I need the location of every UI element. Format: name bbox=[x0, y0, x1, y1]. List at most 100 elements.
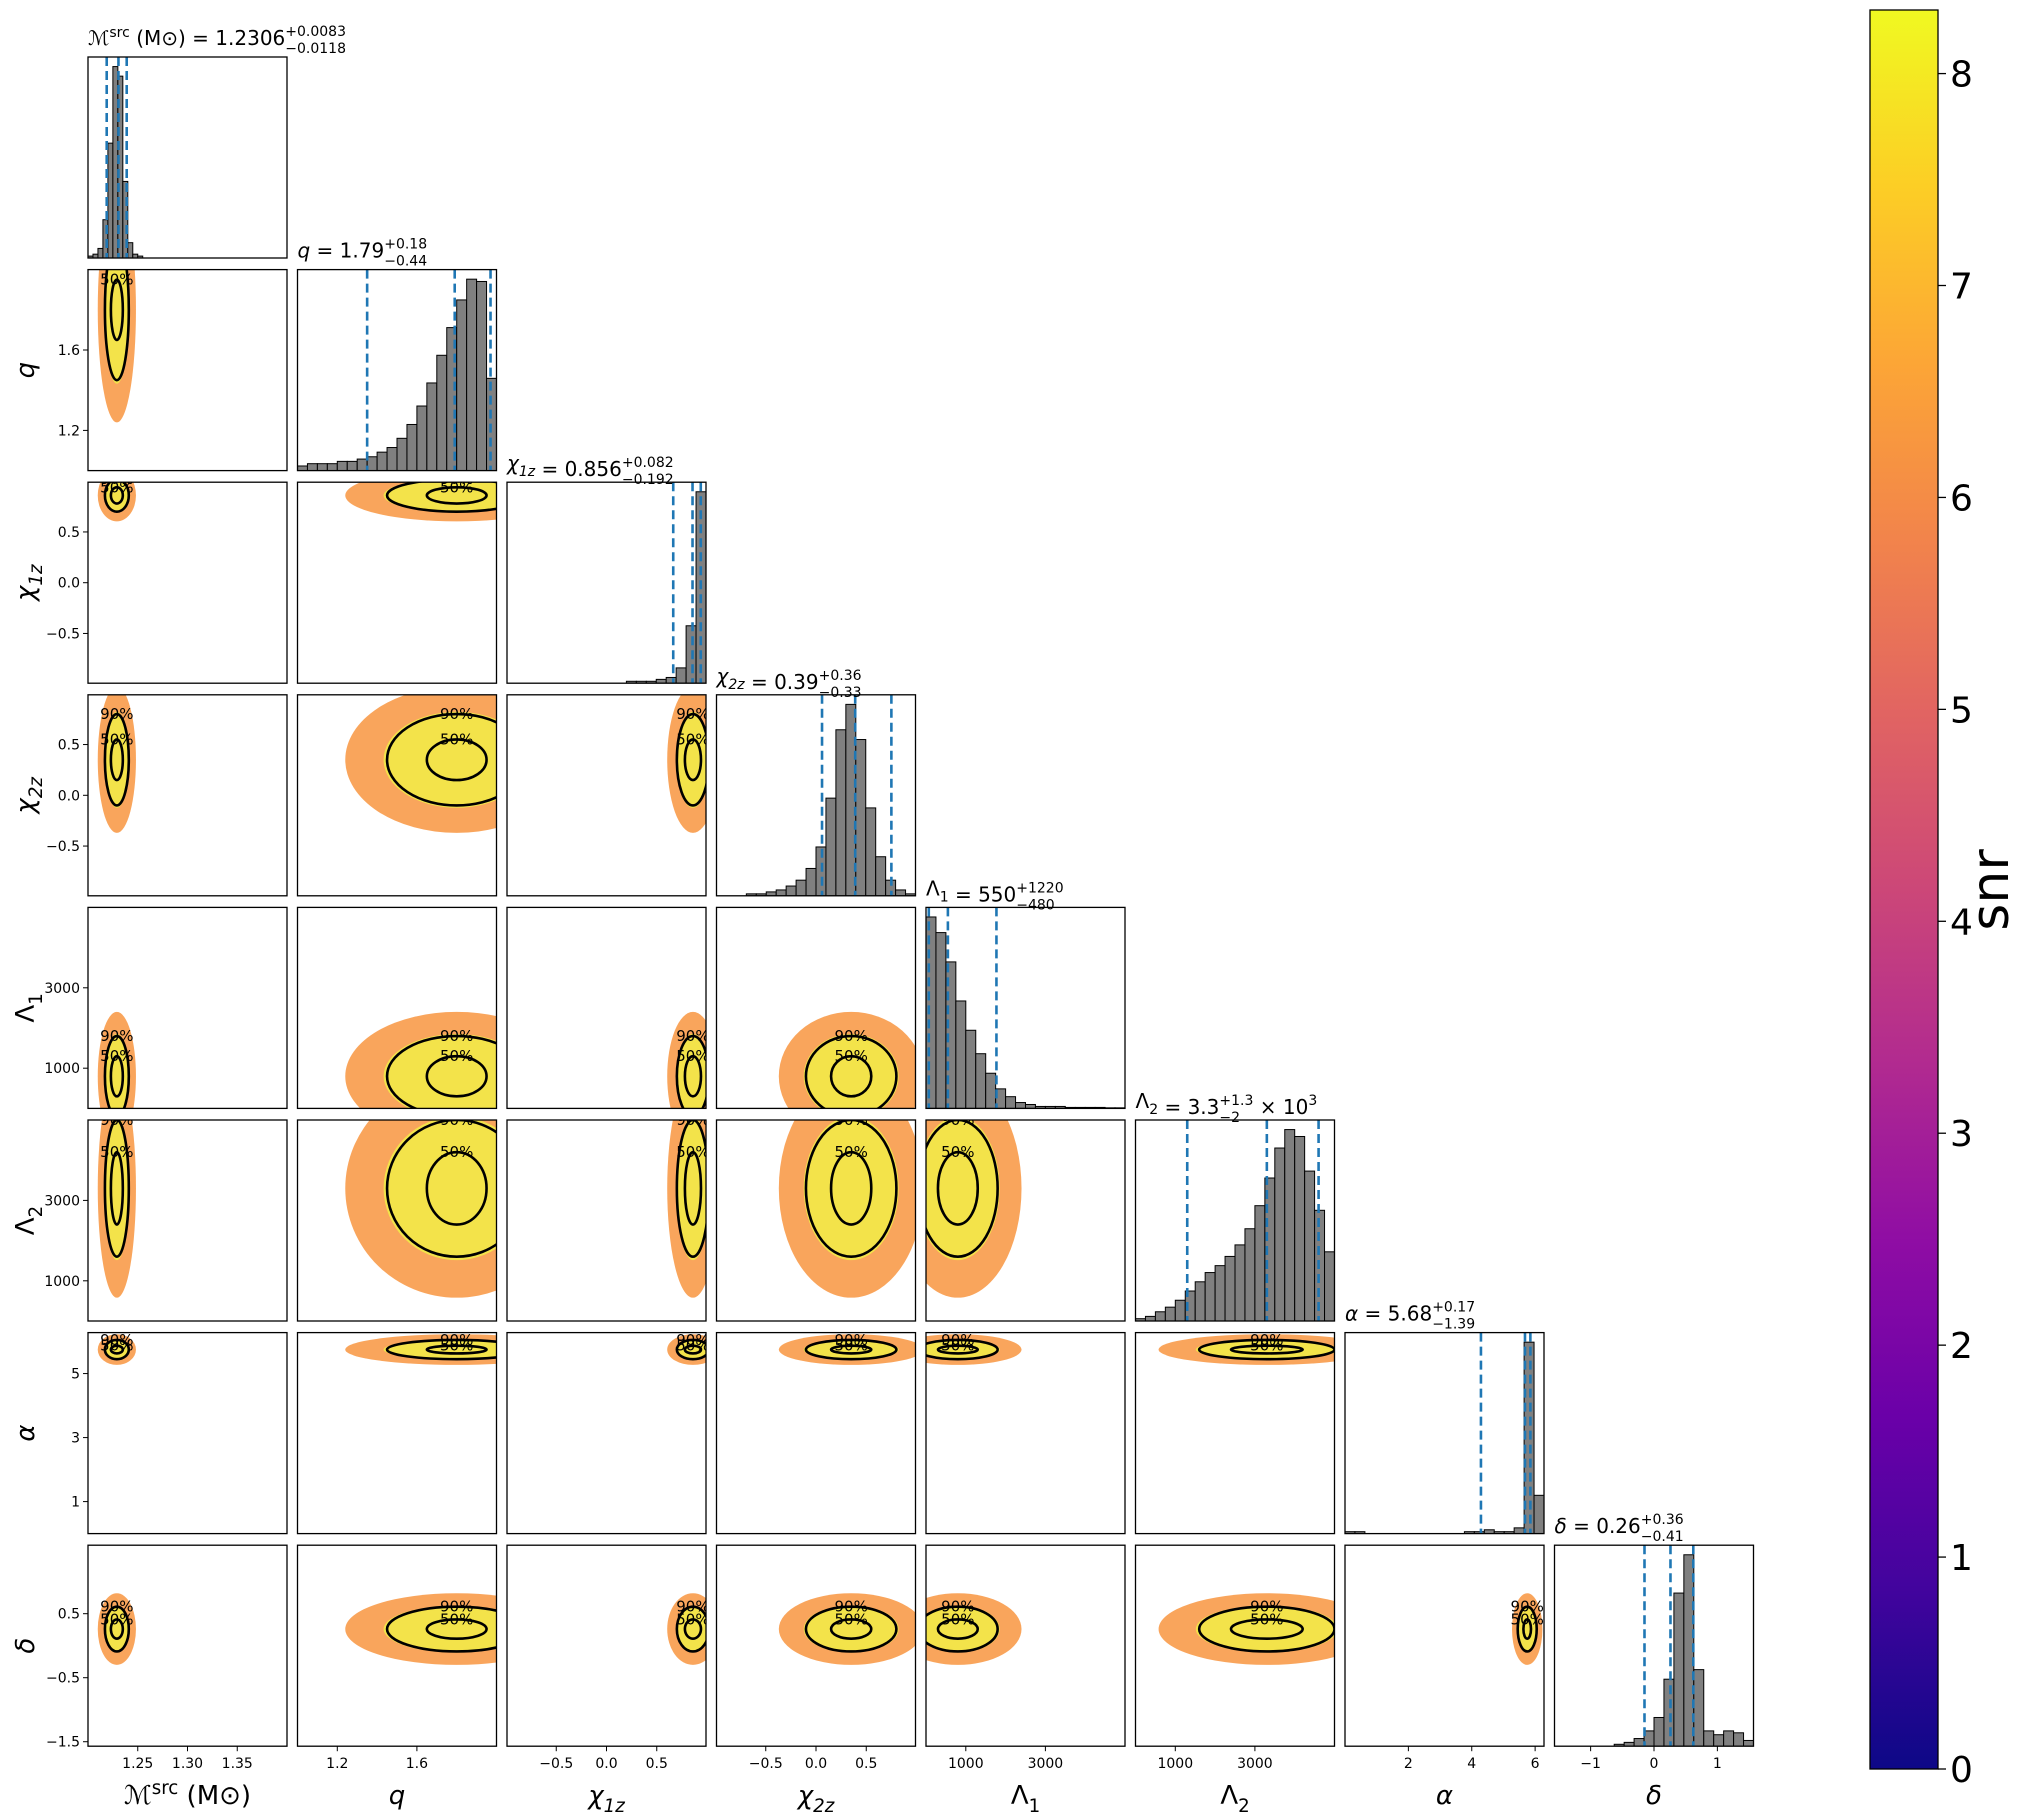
contour-label: 90% bbox=[100, 1598, 133, 1616]
title-tail: × 10 bbox=[1253, 1095, 1308, 1119]
panel: 50%90% bbox=[1158, 1333, 1335, 1365]
contour-50 bbox=[829, 1618, 873, 1640]
histogram-bar bbox=[1204, 1272, 1216, 1321]
panel-frame bbox=[296, 1119, 498, 1322]
y-tick-label: 5 bbox=[71, 1367, 80, 1383]
panel: 50%90% bbox=[667, 1120, 706, 1298]
histogram-bar bbox=[665, 676, 677, 684]
panel-frame bbox=[925, 1331, 1126, 1535]
x-tick-label: 1 bbox=[1713, 1756, 1722, 1772]
label-sub: 1z bbox=[26, 564, 47, 586]
contour-90 bbox=[385, 1120, 497, 1258]
histogram-bar bbox=[137, 255, 144, 258]
y-tick-label: 1000 bbox=[44, 1274, 80, 1290]
panel: 50%90% bbox=[667, 1011, 709, 1109]
contour-label: 50% bbox=[835, 1337, 868, 1355]
x-tick-label: 3000 bbox=[1237, 1756, 1273, 1772]
x-tick-label: 0 bbox=[1650, 1756, 1659, 1772]
panel: 50%90% bbox=[1511, 1593, 1544, 1665]
density-inner bbox=[676, 711, 706, 808]
contour-label: 50% bbox=[100, 730, 133, 748]
contour-50 bbox=[425, 738, 488, 782]
contour-50 bbox=[109, 1054, 125, 1098]
label-base: α bbox=[1436, 1781, 1453, 1811]
y-tick-label: 0.0 bbox=[58, 788, 80, 804]
histogram-bar bbox=[985, 1072, 997, 1109]
contour-50 bbox=[425, 1618, 488, 1640]
panel-frame bbox=[1344, 1331, 1545, 1535]
title-minus: −2 bbox=[1219, 1110, 1240, 1126]
title-value: = 0.26 bbox=[1567, 1514, 1641, 1538]
y-axis-label: δ bbox=[11, 1638, 41, 1654]
label-sub: 1 bbox=[940, 889, 949, 905]
panel-frame bbox=[715, 906, 917, 1110]
histogram-bar bbox=[316, 463, 328, 471]
density-inner bbox=[104, 1034, 130, 1109]
contour-50 bbox=[425, 1150, 488, 1226]
colorbar-label: snr bbox=[1961, 849, 2021, 931]
panel: 50%90% bbox=[97, 1111, 136, 1298]
contour-50 bbox=[109, 738, 125, 782]
panel-frame bbox=[715, 1331, 917, 1535]
contour-label: 50% bbox=[440, 478, 473, 496]
histogram-bar bbox=[685, 625, 697, 684]
histogram-bar bbox=[1244, 1228, 1256, 1321]
histogram-bar bbox=[835, 729, 847, 896]
contour-90 bbox=[103, 1338, 131, 1361]
label-base: Λ bbox=[11, 1005, 41, 1023]
title-minus: −0.44 bbox=[384, 254, 427, 270]
histogram-bar bbox=[306, 463, 318, 471]
label-base: δ bbox=[1646, 1781, 1662, 1811]
label-base: χ bbox=[716, 664, 730, 688]
contour-label: 90% bbox=[100, 470, 133, 488]
contour-label: 90% bbox=[440, 1331, 473, 1349]
y-tick-label: −1.5 bbox=[46, 1735, 80, 1751]
label-base: α bbox=[11, 1425, 41, 1442]
panel: 50%90% bbox=[97, 694, 136, 833]
panel bbox=[926, 907, 1125, 1109]
x-tick-label: 4 bbox=[1467, 1756, 1476, 1772]
title-plus: +0.18 bbox=[384, 237, 427, 253]
title-plus: +1.3 bbox=[1219, 1093, 1253, 1109]
panel: 50%90% bbox=[345, 1331, 497, 1365]
histogram-bar bbox=[1005, 1096, 1017, 1109]
histogram-bar bbox=[795, 879, 807, 896]
contour-label: 50% bbox=[100, 1047, 133, 1065]
density-inner bbox=[383, 482, 497, 513]
contour-90 bbox=[103, 1120, 131, 1258]
title-value: = 5.68 bbox=[1358, 1302, 1432, 1326]
contour-50 bbox=[683, 1344, 703, 1355]
density-inner bbox=[926, 1605, 1000, 1653]
density-inner bbox=[676, 1120, 706, 1261]
contour-90 bbox=[804, 1034, 898, 1109]
histogram-bar bbox=[1743, 1739, 1754, 1747]
contour-label: 50% bbox=[1511, 1610, 1544, 1628]
panel bbox=[1345, 1332, 1544, 1534]
histogram-bar bbox=[775, 889, 787, 896]
histogram-bar bbox=[1174, 1299, 1186, 1321]
histogram-bar bbox=[1703, 1730, 1715, 1747]
contour-label: 50% bbox=[676, 730, 709, 748]
contour-label: 50% bbox=[676, 1047, 709, 1065]
histogram-bar bbox=[1294, 1135, 1306, 1321]
histogram-bar bbox=[855, 739, 867, 896]
panel-frame bbox=[87, 1119, 288, 1322]
contour-label: 50% bbox=[100, 1610, 133, 1628]
histogram-bar bbox=[875, 856, 887, 896]
label-base: Λ bbox=[1136, 1089, 1150, 1113]
x-axis-label: δ bbox=[1646, 1781, 1662, 1811]
contour-label: 90% bbox=[100, 1111, 133, 1129]
contour-90 bbox=[103, 482, 131, 513]
x-axis-label: q bbox=[389, 1781, 406, 1811]
panel: 50%90% bbox=[97, 470, 136, 522]
y-tick-label: 0.0 bbox=[58, 576, 80, 592]
histogram-bar bbox=[127, 242, 134, 258]
contour-90 bbox=[385, 482, 497, 513]
label-sub: 2z bbox=[813, 1796, 835, 1816]
contour-90 bbox=[103, 712, 131, 807]
contour-90 bbox=[385, 1605, 497, 1653]
colorbar-tick-label: 5 bbox=[1950, 690, 1973, 731]
panel-frame bbox=[296, 1331, 498, 1535]
contour-label: 50% bbox=[100, 478, 133, 496]
density-inner bbox=[676, 1605, 706, 1653]
